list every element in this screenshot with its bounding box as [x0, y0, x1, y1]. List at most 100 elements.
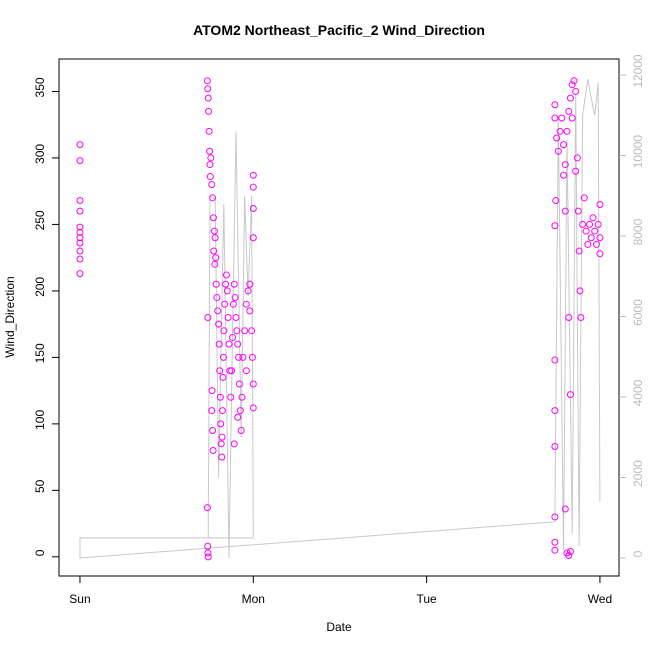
y-tick-label: 0: [33, 549, 47, 556]
point: [204, 94, 212, 102]
point: [230, 440, 238, 448]
point: [209, 427, 217, 435]
point: [206, 173, 214, 181]
point: [76, 157, 84, 165]
point: [560, 171, 568, 179]
point: [76, 255, 84, 263]
point: [551, 407, 559, 415]
point: [218, 433, 226, 441]
point: [237, 427, 245, 435]
point: [551, 356, 559, 364]
point: [205, 107, 213, 115]
point: [566, 548, 574, 556]
point: [76, 239, 84, 247]
point: [210, 227, 218, 235]
point: [239, 353, 247, 361]
point: [218, 407, 226, 415]
point: [551, 538, 559, 546]
point: [561, 207, 569, 215]
point: [234, 340, 242, 348]
x-tick-label: Mon: [242, 592, 265, 606]
point: [212, 254, 220, 262]
x-axis-label: Date: [326, 620, 352, 634]
point: [206, 161, 214, 169]
x-tick-label: Tue: [416, 592, 437, 606]
y2-tick-label: 8000: [631, 218, 645, 245]
point: [244, 287, 252, 295]
point: [248, 353, 256, 361]
point: [249, 171, 257, 179]
point: [572, 167, 580, 175]
point: [222, 280, 230, 288]
point: [76, 207, 84, 215]
y2-tick-label: 12000: [631, 54, 645, 88]
point: [561, 505, 569, 513]
point: [242, 300, 250, 308]
point: [561, 161, 569, 169]
point: [207, 154, 215, 162]
point: [576, 287, 584, 295]
point: [551, 222, 559, 230]
point: [592, 240, 600, 248]
point: [565, 107, 573, 115]
point: [76, 234, 84, 242]
point: [211, 260, 219, 268]
y-tick-label: 50: [33, 479, 47, 493]
point: [249, 234, 257, 242]
point: [216, 393, 224, 401]
point: [582, 227, 590, 235]
point: [222, 271, 230, 279]
point: [225, 340, 233, 348]
y-tick-label: 350: [33, 77, 47, 97]
point: [551, 513, 559, 521]
point: [235, 380, 243, 388]
point: [589, 214, 597, 222]
point: [249, 204, 257, 212]
point: [209, 214, 217, 222]
point: [220, 327, 228, 335]
point: [218, 453, 226, 461]
point: [76, 196, 84, 204]
point: [566, 94, 574, 102]
y-tick-label: 200: [33, 277, 47, 297]
y-axis-label: Wind_Direction: [3, 276, 17, 357]
y-tick-label: 150: [33, 343, 47, 363]
point: [246, 307, 254, 315]
point: [219, 373, 227, 381]
point: [209, 194, 217, 202]
y2-tick-label: 4000: [631, 379, 645, 406]
point: [249, 404, 257, 412]
point: [76, 228, 84, 236]
point: [206, 147, 214, 155]
point: [235, 353, 243, 361]
point: [580, 194, 588, 202]
point: [568, 81, 576, 89]
y-tick-label: 300: [33, 144, 47, 164]
point: [553, 134, 561, 142]
point: [563, 127, 571, 135]
point: [575, 247, 583, 255]
point: [248, 327, 256, 335]
point: [236, 407, 244, 415]
point: [204, 314, 212, 321]
point: [568, 114, 576, 122]
point: [594, 220, 602, 228]
x-tick-label: Wed: [588, 592, 612, 606]
point: [231, 294, 239, 302]
point: [246, 280, 254, 288]
point: [232, 314, 240, 321]
point: [204, 553, 212, 561]
point: [570, 77, 578, 85]
point: [586, 220, 594, 228]
point: [234, 413, 242, 421]
point: [208, 387, 216, 395]
point: [210, 247, 218, 255]
point: [591, 227, 599, 235]
point: [577, 314, 585, 321]
point: [203, 77, 211, 85]
point: [579, 220, 587, 228]
point: [242, 367, 250, 375]
point: [238, 393, 246, 401]
point: [217, 420, 225, 428]
